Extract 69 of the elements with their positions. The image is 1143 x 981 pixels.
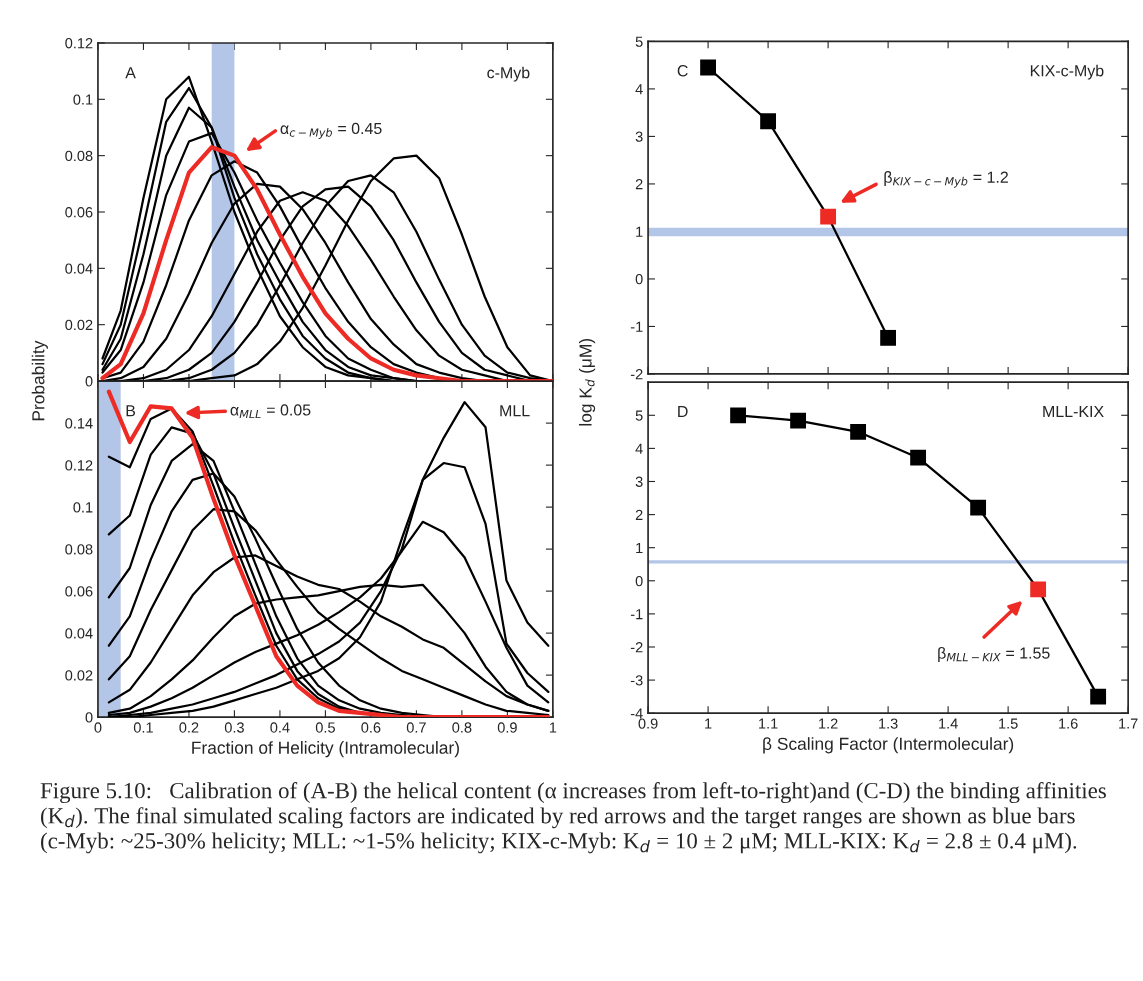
y-tick-label: 0.12 xyxy=(65,460,93,471)
y-tick-label: 0.06 xyxy=(65,586,93,597)
y-tick-label: 1 xyxy=(636,226,643,237)
annotation: α$_{c−Myb}$ = 0.45 xyxy=(280,122,382,139)
x-tick-label: 0.9 xyxy=(497,722,517,733)
y-tick-label: 0.08 xyxy=(65,150,93,162)
y-tick-label: -1 xyxy=(630,609,643,620)
y-tick-label: 0 xyxy=(635,575,643,587)
y-tick-label: 4 xyxy=(635,84,643,95)
x-tick-label: 1 xyxy=(705,718,712,729)
y-tick-label: 0.06 xyxy=(65,207,93,218)
x-axis-title: β Scaling Factor (Intermolecular) xyxy=(763,737,1014,754)
y-tick-label: 0.14 xyxy=(65,418,93,429)
annotation: A xyxy=(125,67,136,79)
y-tick-label: 3 xyxy=(635,476,643,487)
text: c-Myb xyxy=(487,66,530,82)
y-tick-label: 0.1 xyxy=(73,502,93,513)
x-axis-title: Fraction of Helicity (Intramolecular) xyxy=(192,741,459,758)
x-tick-label: 0.1 xyxy=(133,722,153,733)
y-tick-label: 1 xyxy=(636,542,643,553)
x-tick-label: 0.5 xyxy=(315,722,335,733)
x-tick-label: 1.5 xyxy=(999,718,1018,729)
x-tick-label: 1.7 xyxy=(1119,718,1138,729)
y-tick-label: 0.12 xyxy=(65,38,93,49)
x-tick-label: 0.6 xyxy=(361,722,381,733)
y-tick-label: 3 xyxy=(635,131,643,142)
x-tick-label: 1 xyxy=(549,722,557,733)
annotation: α$_{MLL}$ = 0.05 xyxy=(230,404,311,419)
y-tick-label: -4 xyxy=(630,708,643,719)
y-axis-title: Probability xyxy=(31,340,48,421)
y-tick-label: 0.04 xyxy=(65,263,93,274)
annotation: B xyxy=(126,405,136,417)
x-tick-label: 1.1 xyxy=(759,718,778,729)
text: KIX-c-Myb xyxy=(1030,64,1104,80)
text: Figure 5.10: Calibration of (A-B) the helical content (α increases from left-to-right)and (C-D) the binding affinities (K$_{d}$). The final simulated scaling factors are indicated by red arrows and the target ranges are shown as blue bars (c-Myb: ~25-30% helicity; MLL: ~1-5% helicity; KIX-c-Myb: K$_{d}$ = 10 ± 2 μM; MLL-KIX: K$_{d}$ = 2.8 ± 0.4 μM). xyxy=(40,782,1106,854)
y-tick-label: 0.02 xyxy=(65,319,93,331)
y-tick-label: 0 xyxy=(635,274,643,285)
y-tick-label: 0.08 xyxy=(65,544,93,555)
x-tick-label: 0.3 xyxy=(224,722,244,733)
y-tick-label: 5 xyxy=(635,36,643,47)
y-tick-label: 0.02 xyxy=(65,670,93,681)
x-tick-label: 0.9 xyxy=(638,718,658,729)
y-axis-title: log K$_{d}$ (μM) xyxy=(578,338,596,426)
y-tick-label: -1 xyxy=(630,321,643,332)
y-tick-label: 2 xyxy=(635,179,643,190)
x-tick-label: 1.4 xyxy=(939,718,958,729)
x-tick-label: 1.6 xyxy=(1059,718,1078,729)
y-tick-label: 4 xyxy=(635,443,643,454)
x-tick-label: 0 xyxy=(94,722,102,733)
annotation: β$_{MLL−KIX}$ = 1.55 xyxy=(938,646,1050,662)
y-tick-label: 0.04 xyxy=(65,628,93,639)
x-tick-label: 0.2 xyxy=(179,722,199,733)
y-tick-label: 0 xyxy=(85,376,93,387)
annotation: D xyxy=(678,405,688,417)
annotation: β$_{KIX−c−Myb}$ = 1.2 xyxy=(884,171,1008,188)
text: MLL xyxy=(500,405,530,417)
x-tick-label: 0.4 xyxy=(270,722,290,733)
y-tick-label: 5 xyxy=(635,410,643,421)
y-tick-label: -3 xyxy=(630,675,643,686)
x-tick-label: 0.8 xyxy=(452,722,472,733)
y-tick-label: -2 xyxy=(630,369,643,380)
y-tick-label: 0.1 xyxy=(73,94,93,105)
x-tick-label: 1.2 xyxy=(819,718,838,729)
y-tick-label: -2 xyxy=(630,642,643,653)
annotation: C xyxy=(677,65,688,77)
text: MLL-KIX xyxy=(1043,405,1104,417)
x-tick-label: 1.3 xyxy=(879,718,898,729)
x-tick-label: 0.7 xyxy=(406,722,426,733)
y-tick-label: 2 xyxy=(635,509,643,520)
